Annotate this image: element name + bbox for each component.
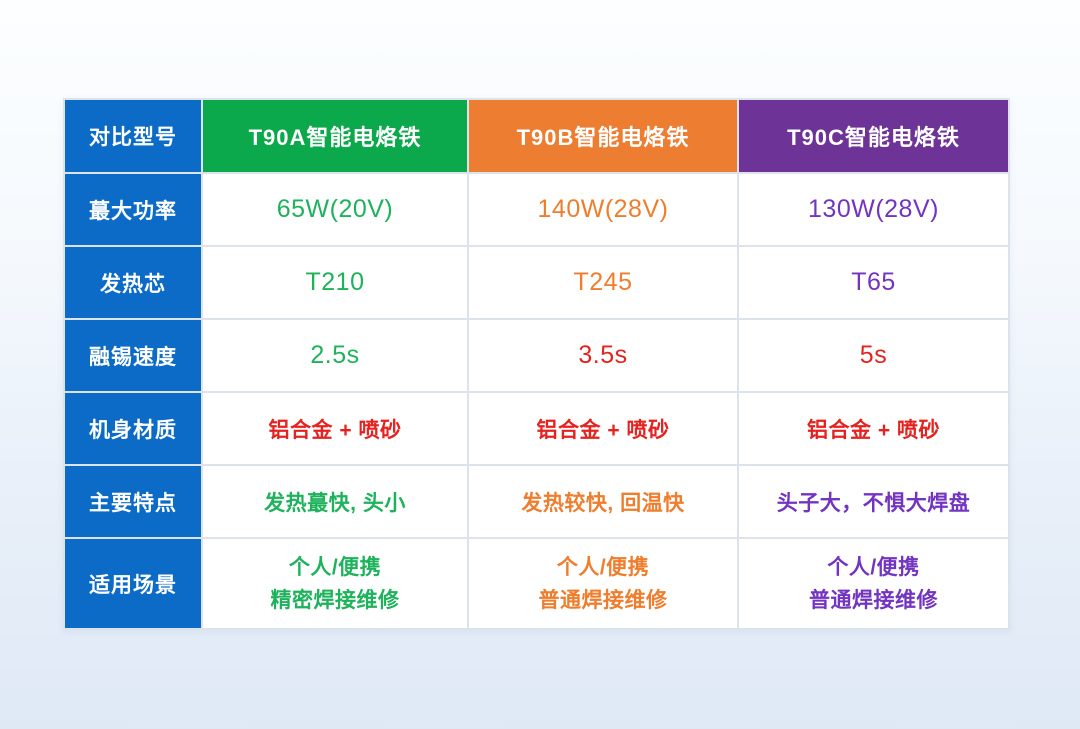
value-melt-speed-t90c: 5s	[739, 320, 1008, 391]
value-use-scenario-t90a: 个人/便携 精密焊接维修	[203, 539, 467, 628]
row-label-heating-core: 发热芯	[65, 247, 201, 318]
value-heating-core-t90c: T65	[739, 247, 1008, 318]
corner-cell-model-label: 对比型号	[65, 100, 201, 172]
row-label-body-material: 机身材质	[65, 393, 201, 464]
row-label-melt-speed: 融锡速度	[65, 320, 201, 391]
value-heating-core-t90a: T210	[203, 247, 467, 318]
value-heating-core-t90b: T245	[469, 247, 737, 318]
value-key-features-t90b: 发热较快, 回温快	[469, 466, 737, 537]
value-body-material-t90b: 铝合金 + 喷砂	[469, 393, 737, 464]
value-max-power-t90c: 130W(28V)	[739, 174, 1008, 245]
use-scenario-line1: 个人/便携	[556, 555, 650, 579]
use-scenario-line2: 普通焊接维修	[809, 588, 938, 612]
value-body-material-t90a: 铝合金 + 喷砂	[203, 393, 467, 464]
value-key-features-t90c: 头子大，不惧大焊盘	[739, 466, 1008, 537]
row-label-key-features: 主要特点	[65, 466, 201, 537]
use-scenario-line1: 个人/便携	[827, 555, 920, 579]
value-body-material-t90c: 铝合金 + 喷砂	[739, 393, 1008, 464]
value-max-power-t90a: 65W(20V)	[203, 174, 467, 245]
row-label-use-scenario: 适用场景	[65, 539, 201, 628]
column-header-t90c: T90C智能电烙铁	[739, 100, 1008, 172]
column-header-t90b: T90B智能电烙铁	[469, 100, 737, 172]
value-use-scenario-t90c: 个人/便携 普通焊接维修	[739, 539, 1008, 628]
value-melt-speed-t90b: 3.5s	[469, 320, 737, 391]
value-max-power-t90b: 140W(28V)	[469, 174, 737, 245]
use-scenario-line2: 精密焊接维修	[270, 588, 400, 612]
use-scenario-line1: 个人/便携	[288, 555, 382, 579]
column-header-t90a: T90A智能电烙铁	[203, 100, 467, 172]
value-key-features-t90a: 发热蕞快, 头小	[203, 466, 467, 537]
row-label-max-power: 蕞大功率	[65, 174, 201, 245]
value-use-scenario-t90b: 个人/便携 普通焊接维修	[469, 539, 737, 628]
value-melt-speed-t90a: 2.5s	[203, 320, 467, 391]
comparison-table: 对比型号 T90A智能电烙铁 T90B智能电烙铁 T90C智能电烙铁 蕞大功率 …	[63, 98, 1010, 630]
use-scenario-line2: 普通焊接维修	[538, 588, 668, 612]
